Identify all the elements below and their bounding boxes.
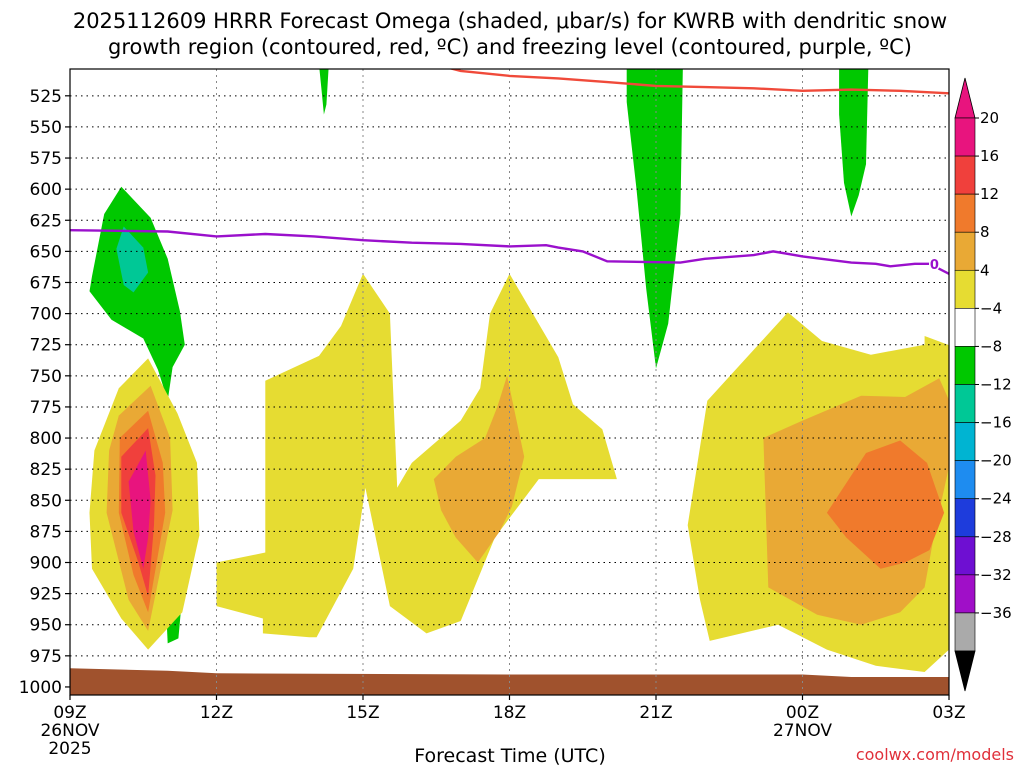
chart-title-line1: 2025112609 HRRR Forecast Omega (shaded, …: [73, 9, 947, 33]
y-tick-label-700: 700: [30, 305, 62, 325]
y-tick-label-750: 750: [30, 367, 62, 387]
colorbar-swatch-11: [954, 536, 976, 576]
colorbar-swatch-13: [954, 612, 976, 652]
colorbar: 20 16 12 8 4 −4 −8 −12 −16 −20 −24 −28 −32 −36: [954, 77, 1012, 692]
colorbar-label-13: −36: [980, 604, 1012, 622]
colorbar-swatch-7: [954, 384, 976, 423]
colorbar-label-2: 12: [980, 185, 999, 203]
colorbar-label-11: −28: [980, 528, 1012, 546]
omega-region-ascent-pocket-early: [89, 186, 185, 401]
x-axis-label: Forecast Time (UTC): [414, 745, 605, 767]
y-tick-label-900: 900: [30, 554, 62, 574]
colorbar-bottom-arrow: [954, 650, 976, 692]
y-tick-label-950: 950: [30, 616, 62, 636]
credit-link[interactable]: coolwx.com/models: [856, 745, 1014, 764]
y-tick-label-525: 525: [30, 87, 62, 107]
omega-region-descent-main-4: [216, 273, 617, 638]
colorbar-label-1: 16: [980, 147, 999, 165]
y-tick-label-600: 600: [30, 180, 62, 200]
x-tick-label-03Z: 03Z: [932, 703, 965, 723]
colorbar-swatch-1: [954, 155, 976, 195]
colorbar-label-12: −32: [980, 566, 1012, 584]
y-tick-label-775: 775: [30, 398, 62, 418]
x-tick-label-18Z: 18Z: [493, 703, 526, 723]
colorbar-swatch-4: [954, 269, 976, 309]
colorbar-swatch-12: [954, 574, 976, 614]
y-tick-label-800: 800: [30, 429, 62, 449]
omega-region-ascent-column-01z: [839, 69, 869, 217]
colorbar-label-0: 20: [980, 109, 999, 127]
x-tick-label-15Z: 15Z: [346, 703, 379, 723]
colorbar-swatch-2: [954, 193, 976, 233]
y-tick-label-725: 725: [30, 336, 62, 356]
colorbar-label-4: 4: [980, 261, 990, 279]
omega-region-ascent-spike-15z: [319, 69, 329, 115]
omega-region-ascent-column-21z: [626, 69, 683, 369]
omega-region-descent-early-20: [128, 450, 151, 569]
colorbar-label-8: −16: [980, 414, 1012, 432]
x-tick-label-09Z: 09Z: [53, 703, 86, 723]
contour-lines: 0: [70, 69, 949, 275]
freezing-level-label: 0: [930, 258, 939, 273]
colorbar-label-9: −20: [980, 452, 1012, 470]
freezing-level-0C: [70, 229, 949, 275]
colorbar-label-7: −12: [980, 376, 1012, 394]
omega-region-ascent-core-early: [116, 226, 149, 293]
grid-lines: [70, 69, 949, 695]
colorbar-label-10: −24: [980, 490, 1012, 508]
omega-region-descent-late-12: [826, 440, 945, 569]
omega-region-descent-main-8: [433, 375, 525, 563]
chart-title-line2: growth region (contoured, red, ºC) and f…: [108, 35, 912, 59]
x-tick-label-21Z: 21Z: [639, 703, 672, 723]
y-tick-label-975: 975: [30, 647, 62, 667]
y-tick-label-850: 850: [30, 491, 62, 511]
y-axis-ticks: 525 550 575 600 625 650 675 700 725 750 775 800 825 8…: [19, 87, 70, 698]
y-tick-label-875: 875: [30, 522, 62, 542]
y-tick-label-575: 575: [30, 149, 62, 169]
colorbar-swatch-5: [954, 308, 976, 347]
y-tick-label-925: 925: [30, 585, 62, 605]
colorbar-label-3: 8: [980, 223, 990, 241]
y-tick-label-625: 625: [30, 211, 62, 231]
plot-area: 0: [70, 69, 949, 695]
colorbar-swatch-10: [954, 498, 976, 538]
y-tick-label-550: 550: [30, 118, 62, 138]
colorbar-swatch-3: [954, 231, 976, 271]
dendritic-growth-contour: [448, 69, 949, 95]
x-tick-year-09Z: 2025: [48, 739, 91, 759]
colorbar-top-arrow: [954, 77, 976, 119]
omega-shaded-regions: [70, 69, 949, 695]
y-tick-label-650: 650: [30, 242, 62, 262]
x-tick-label-00Z: 00Z: [786, 703, 819, 723]
y-tick-label-675: 675: [30, 273, 62, 293]
colorbar-swatch-9: [954, 460, 976, 500]
y-tick-label-1000: 1000: [19, 678, 62, 698]
colorbar-swatch-0: [954, 117, 976, 157]
colorbar-swatch-6: [954, 346, 976, 385]
colorbar-label-6: −8: [980, 337, 1002, 355]
x-tick-date-00Z: 27NOV: [773, 721, 832, 741]
colorbar-swatch-8: [954, 422, 976, 461]
x-tick-label-12Z: 12Z: [200, 703, 233, 723]
y-tick-label-825: 825: [30, 460, 62, 480]
colorbar-label-5: −4: [980, 299, 1002, 317]
x-tick-date-09Z: 26NOV: [40, 721, 99, 741]
